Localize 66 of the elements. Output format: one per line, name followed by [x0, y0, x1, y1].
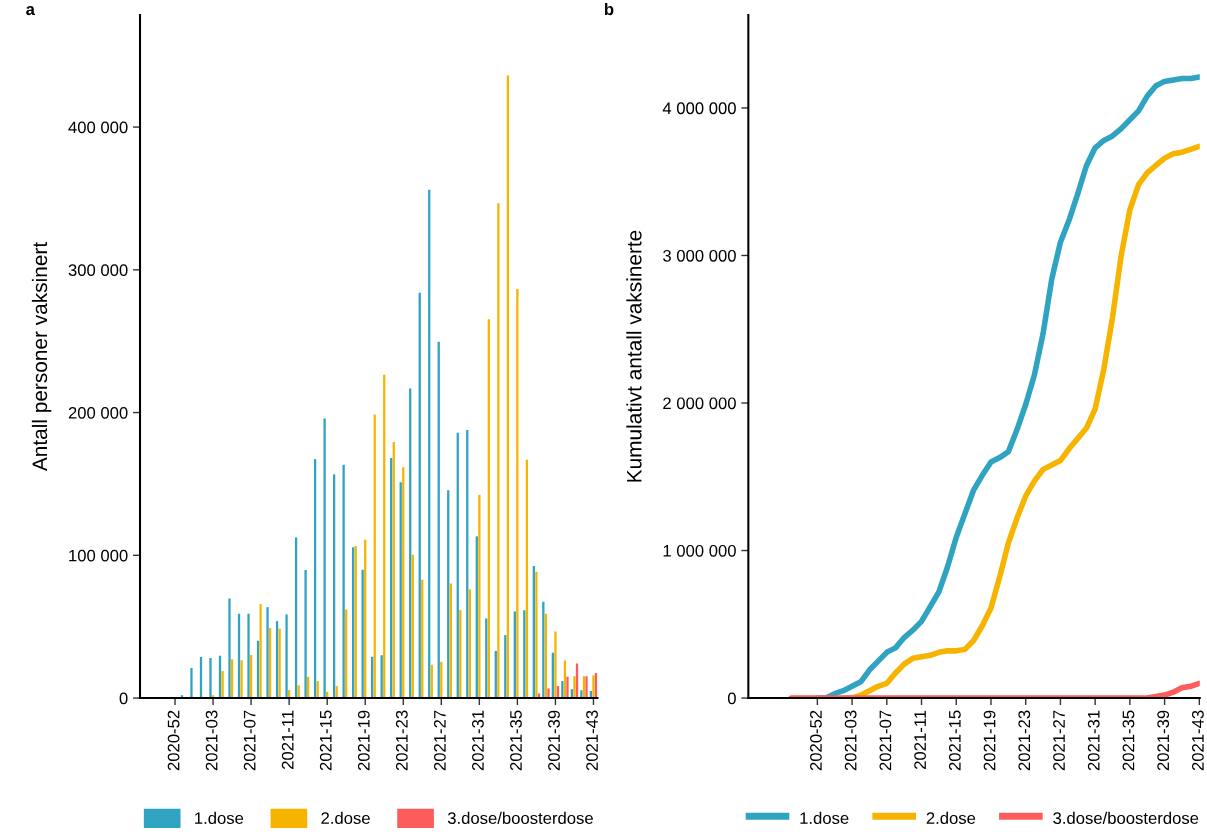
- x-tick-label: 2021-15: [319, 710, 332, 771]
- x-tick-label: 2020-52: [810, 710, 822, 771]
- x-tick-label: 2021-27: [433, 710, 446, 771]
- x-tick-label: 2021-39: [548, 710, 560, 771]
- legend-label: 1.dose: [195, 811, 244, 825]
- bar: [580, 690, 583, 699]
- y-tick-label: 300 000: [68, 264, 128, 277]
- y-tick-label: 0: [119, 692, 128, 705]
- bar: [516, 288, 519, 699]
- legend-label: 3.dose/boosterdose: [447, 811, 593, 825]
- bar: [342, 464, 345, 699]
- x-tick-label: 2021-27: [1053, 710, 1065, 771]
- x-tick-label: 2021-23: [1018, 710, 1031, 771]
- bar: [497, 203, 500, 699]
- x-tick-label: 2021-31: [1087, 710, 1100, 771]
- y-tick-label: 4 000 000: [662, 102, 736, 115]
- y-tick-label: 100 000: [69, 549, 128, 562]
- y-tick-label: 400 000: [68, 121, 128, 134]
- x-tick-label: 2021-11: [914, 710, 926, 769]
- y-tick-label: 2 000 000: [663, 397, 736, 410]
- legend-label: 2.dose: [321, 811, 370, 825]
- x-tick-label: 2021-35: [510, 710, 522, 771]
- bar: [190, 668, 193, 699]
- x-tick-label: 2021-11: [281, 710, 294, 769]
- x-tick-label: 2021-23: [395, 710, 408, 771]
- y-axis-title: Antall personer vaksinert: [31, 242, 52, 472]
- bar: [566, 676, 569, 699]
- x-tick-label: 2021-07: [243, 710, 256, 771]
- bar: [323, 418, 326, 699]
- bar: [221, 670, 224, 699]
- legend-label: 3.dose/boosterdose: [1053, 811, 1199, 825]
- bar: [209, 658, 212, 699]
- x-tick-label: 2021-07: [879, 710, 892, 771]
- x-tick-label: 2021-03: [844, 710, 857, 771]
- legend-label: 2.dose: [926, 811, 976, 825]
- x-tick-label: 2021-15: [948, 710, 961, 771]
- x-tick-label: 2021-43: [586, 710, 598, 771]
- y-tick-label: 200 000: [68, 406, 128, 419]
- bar: [228, 598, 231, 699]
- y-tick-label: 0: [727, 692, 736, 705]
- bar: [304, 570, 307, 699]
- bar: [240, 660, 243, 699]
- y-axis-title: Kumulativt antall vaksinerte: [626, 230, 642, 482]
- bar: [554, 631, 557, 699]
- bar: [561, 680, 564, 699]
- text: b: [604, 2, 614, 16]
- bar: [535, 571, 538, 699]
- x-tick-label: 2021-35: [1122, 710, 1135, 771]
- x-tick-label: 2021-03: [205, 710, 218, 771]
- bar: [573, 676, 576, 699]
- x-tick-label: 2021-43: [1192, 710, 1204, 771]
- bar: [278, 628, 281, 699]
- bar: [547, 688, 550, 699]
- legend-label: 1.dose: [800, 811, 849, 825]
- y-tick-label: 3 000 000: [663, 249, 736, 262]
- y-tick-label: 1 000 000: [663, 544, 736, 557]
- x-tick-label: 2020-52: [167, 710, 180, 771]
- text: a: [26, 6, 36, 16]
- x-tick-label: 2021-19: [357, 710, 370, 771]
- bar: [247, 613, 250, 699]
- x-tick-label: 2021-39: [1157, 710, 1170, 771]
- bar: [266, 607, 269, 699]
- bar: [285, 614, 288, 699]
- x-tick-label: 2021-19: [983, 710, 996, 771]
- bar: [259, 604, 262, 699]
- x-tick-label: 2021-31: [472, 710, 484, 771]
